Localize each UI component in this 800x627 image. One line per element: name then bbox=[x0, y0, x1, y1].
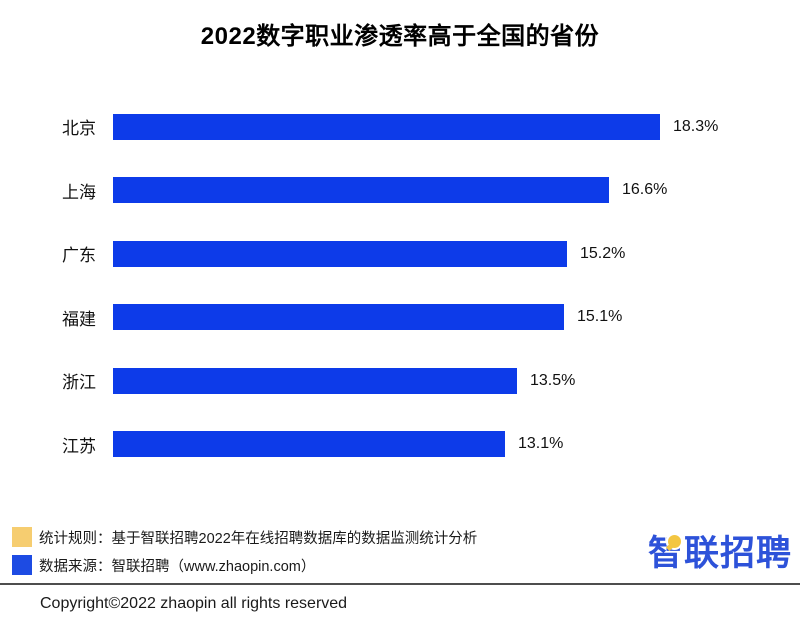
bar-chart: 北京 18.3% 上海 16.6% 广东 15.2% 福建 15.1% 浙江 13.5% 江苏 13.… bbox=[0, 95, 800, 476]
bar-row: 北京 18.3% bbox=[0, 95, 800, 159]
bar-row: 江苏 13.1% bbox=[0, 413, 800, 477]
page-title: 2022数字职业渗透率高于全国的省份 bbox=[200, 23, 600, 50]
bar bbox=[113, 304, 564, 331]
bar bbox=[113, 367, 517, 394]
bar bbox=[113, 431, 505, 458]
value-label: 15.2% bbox=[580, 244, 626, 262]
bar-row: 广东 15.2% bbox=[0, 222, 800, 286]
value-label: 16.6% bbox=[622, 181, 668, 199]
legend-swatch-blue bbox=[12, 555, 32, 575]
value-label: 13.5% bbox=[530, 371, 576, 389]
category-label: 广东 bbox=[62, 246, 96, 266]
legend: 统计规则：基于智联招聘2022年在线招聘数据库的数据监测统计分析 数据来源：智联… bbox=[12, 527, 477, 583]
category-label: 浙江 bbox=[62, 373, 96, 393]
legend-swatch-yellow bbox=[12, 527, 32, 547]
bar-row: 浙江 13.5% bbox=[0, 349, 800, 413]
value-label: 18.3% bbox=[673, 117, 719, 135]
bar-row: 上海 16.6% bbox=[0, 159, 800, 223]
legend-label: 统计规则：基于智联招聘2022年在线招聘数据库的数据监测统计分析 bbox=[39, 530, 478, 547]
category-label: 江苏 bbox=[62, 436, 96, 456]
legend-item-source: 数据来源：智联招聘（www.zhaopin.com） bbox=[12, 555, 477, 575]
category-label: 福建 bbox=[62, 309, 96, 329]
category-label: 北京 bbox=[62, 119, 96, 139]
footer-divider bbox=[0, 583, 800, 585]
bar bbox=[113, 113, 660, 140]
zhaopin-logo: 智联招聘 bbox=[648, 531, 792, 577]
value-label: 13.1% bbox=[518, 435, 564, 453]
bar-row: 福建 15.1% bbox=[0, 286, 800, 350]
legend-item-rules: 统计规则：基于智联招聘2022年在线招聘数据库的数据监测统计分析 bbox=[12, 527, 477, 547]
logo-bubble-icon bbox=[667, 535, 681, 548]
copyright-text: Copyright©2022 zhaopin all rights reserv… bbox=[40, 595, 348, 612]
category-label: 上海 bbox=[62, 182, 96, 202]
bar bbox=[113, 240, 567, 267]
value-label: 15.1% bbox=[577, 308, 623, 326]
legend-label: 数据来源：智联招聘（www.zhaopin.com） bbox=[39, 558, 316, 575]
bar bbox=[113, 177, 609, 204]
